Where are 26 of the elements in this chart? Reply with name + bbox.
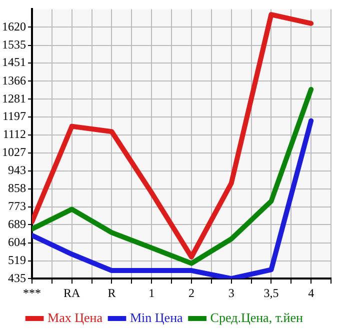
x-tick-label: 4: [308, 286, 314, 300]
x-tick-label: 3: [228, 286, 234, 300]
y-tick-label: 435: [8, 270, 26, 285]
legend-label: Min Цена: [130, 310, 184, 325]
legend-label: Сред.Цена, т.йен: [210, 310, 304, 325]
x-tick-label: 3,5: [264, 286, 279, 300]
x-tick-label: ***: [23, 286, 41, 300]
y-tick-label: 1535: [2, 37, 26, 52]
y-tick-label: 1197: [2, 109, 26, 124]
y-tick-label: 519: [8, 252, 26, 267]
y-tick-label: 689: [8, 216, 26, 231]
x-tick-label: 2: [188, 286, 194, 300]
x-tick-label: RA: [64, 286, 81, 300]
y-tick-label: 1620: [2, 19, 26, 34]
y-tick-label: 943: [8, 162, 26, 177]
x-tick-label: 1: [148, 286, 155, 300]
y-tick-label: 773: [8, 199, 26, 214]
y-tick-label: 1027: [2, 145, 26, 160]
x-tick-label: R: [108, 286, 116, 300]
y-tick-label: 1451: [2, 55, 26, 70]
y-tick-label: 1112: [2, 127, 26, 142]
legend-label: Max Цена: [48, 310, 103, 325]
y-tick-label: 858: [8, 181, 26, 196]
y-tick-label: 1281: [2, 91, 26, 106]
y-tick-label: 1366: [2, 73, 26, 88]
y-tick-label: 604: [8, 234, 26, 249]
